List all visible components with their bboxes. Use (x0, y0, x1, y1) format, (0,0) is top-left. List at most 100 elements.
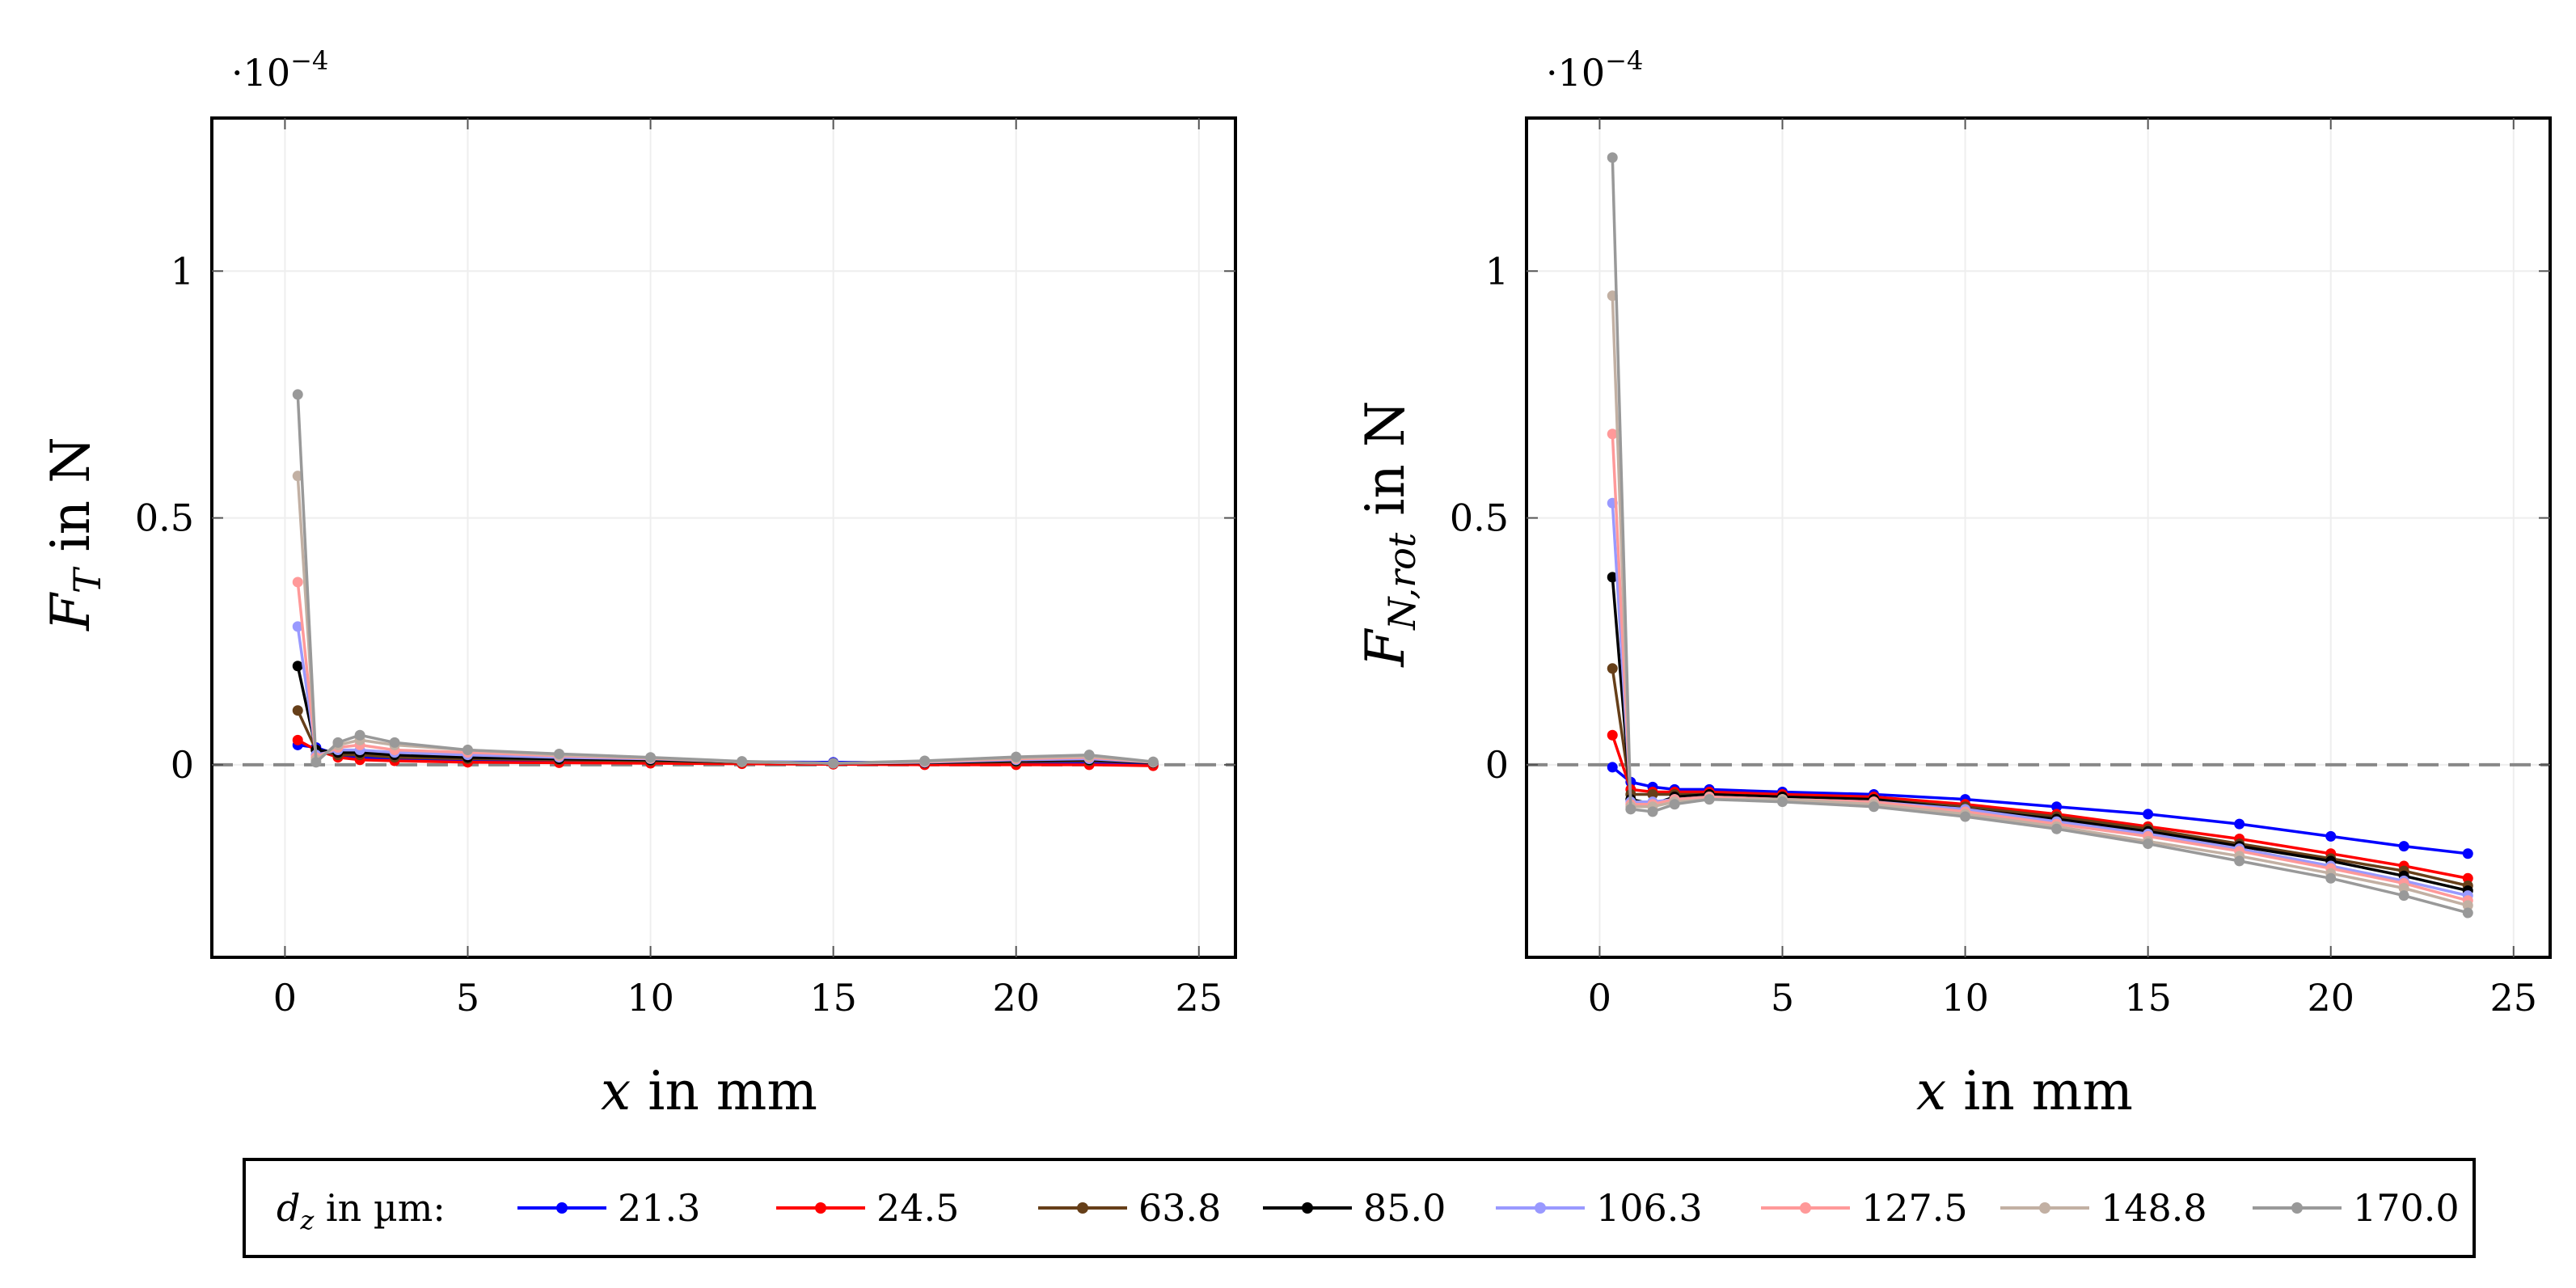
data-point-170.0 (1011, 751, 1022, 762)
x-tick-label: 20 (2307, 976, 2354, 1020)
data-point-170.0 (1147, 756, 1159, 767)
data-point-24.5 (292, 734, 303, 745)
legend-marker-24.5 (815, 1202, 826, 1214)
series-line-21.3 (1611, 766, 2468, 855)
chart-tangential-force: ·10−4 FT in N x in mm 0 5 10 15 20 25 0 0.5 1 (40, 45, 1237, 1122)
legend-marker-127.5 (1800, 1202, 1811, 1214)
legend-label-148.8: 148.8 (2101, 1186, 2207, 1230)
plot-frame (1525, 116, 2552, 959)
legend: dz in µm: 21.3 24.5 63.8 85.0 106.3 127.5 148.… (243, 1158, 2476, 1258)
data-point-24.5 (2462, 872, 2473, 884)
data-point-170.0 (292, 389, 303, 400)
data-point-170.0 (645, 752, 657, 763)
data-point-170.0 (2143, 838, 2154, 850)
data-point-170.0 (1669, 799, 1680, 810)
legend-label-24.5: 24.5 (876, 1186, 959, 1230)
y-tick-label: 0.5 (135, 496, 194, 540)
data-point-170.0 (332, 737, 344, 748)
series-line-63.8 (1611, 668, 2468, 888)
x-tick-label: 20 (992, 976, 1040, 1020)
series-line-148.8 (296, 475, 1154, 765)
series-line-106.3 (296, 626, 1154, 765)
data-point-170.0 (1960, 811, 1971, 822)
legend-label-170.0: 170.0 (2353, 1186, 2460, 1230)
legend-label-127.5: 127.5 (1861, 1186, 1968, 1230)
data-point-170.0 (554, 748, 565, 759)
data-point-21.3 (2462, 848, 2473, 859)
data-point-21.3 (2398, 841, 2409, 852)
y-tick-label: 0 (171, 743, 194, 787)
y-tick-label: 0 (1485, 743, 1509, 787)
data-point-170.0 (1869, 801, 1880, 813)
data-point-170.0 (2051, 823, 2063, 834)
legend-box (243, 1158, 2476, 1258)
data-point-170.0 (1704, 794, 1715, 805)
y-axis-title: FN,rot in N (1354, 400, 1424, 667)
series-line-127.5 (1611, 433, 2468, 902)
data-point-63.8 (1607, 663, 1618, 674)
y-axis-title: FT in N (40, 437, 109, 631)
legend-marker-148.8 (2039, 1202, 2050, 1214)
data-point-127.5 (292, 576, 303, 588)
x-tick-label: 0 (1588, 976, 1611, 1020)
data-point-21.3 (1607, 762, 1618, 773)
chart-normal-force-rot: ·10−4 FN,rot in N x in mm 0 5 10 15 20 25 0 0.5… (1354, 45, 2552, 1122)
y-tick-label: 1 (171, 249, 194, 293)
data-point-170.0 (310, 757, 322, 768)
data-point-170.0 (1777, 796, 1788, 808)
x-axis-title: x in mm (601, 1060, 817, 1122)
data-point-85.0 (292, 661, 303, 672)
data-point-170.0 (462, 745, 473, 756)
data-point-21.3 (2051, 801, 2063, 813)
y-tick-label: 1 (1485, 249, 1509, 293)
data-point-148.8 (2398, 883, 2409, 894)
data-point-170.0 (354, 729, 365, 741)
data-point-63.8 (1647, 789, 1658, 800)
data-point-170.0 (2325, 872, 2337, 884)
series-line-170.0 (296, 394, 1154, 766)
data-point-170.0 (828, 758, 839, 769)
legend-marker-85.0 (1302, 1202, 1313, 1214)
data-point-106.3 (292, 621, 303, 632)
series-line-85.0 (296, 665, 1154, 765)
data-point-170.0 (1625, 804, 1636, 815)
data-point-170.0 (2398, 890, 2409, 902)
data-point-85.0 (1607, 572, 1618, 583)
series-line-127.5 (296, 581, 1154, 765)
data-point-21.3 (2234, 818, 2245, 830)
data-point-170.0 (2234, 855, 2245, 867)
x-tick-label: 15 (809, 976, 857, 1020)
data-point-170.0 (2462, 907, 2473, 918)
data-point-21.3 (2325, 830, 2337, 842)
legend-label-106.3: 106.3 (1596, 1186, 1703, 1230)
y-tick-label: 0.5 (1450, 496, 1509, 540)
data-point-24.5 (1607, 729, 1618, 741)
legend-marker-21.3 (556, 1202, 568, 1214)
legend-label-63.8: 63.8 (1138, 1186, 1221, 1230)
data-point-21.3 (2143, 809, 2154, 820)
data-point-170.0 (919, 755, 931, 766)
x-tick-label: 15 (2124, 976, 2172, 1020)
x-axis-title: x in mm (1916, 1060, 2133, 1122)
x-tick-label: 25 (2490, 976, 2538, 1020)
data-point-170.0 (1647, 806, 1658, 817)
x-tick-label: 10 (1941, 976, 1989, 1020)
series-line-85.0 (1611, 576, 2468, 893)
legend-marker-63.8 (1077, 1202, 1088, 1214)
legend-marker-106.3 (1535, 1202, 1546, 1214)
data-point-63.8 (292, 705, 303, 716)
data-point-170.0 (737, 756, 748, 767)
x-tick-label: 10 (627, 976, 674, 1020)
legend-label-85.0: 85.0 (1363, 1186, 1446, 1230)
x-tick-label: 5 (1771, 976, 1794, 1020)
scale-label: ·10−4 (1546, 45, 1643, 95)
data-point-148.8 (2462, 900, 2473, 911)
scale-label: ·10−4 (231, 45, 328, 95)
legend-marker-170.0 (2291, 1202, 2303, 1214)
data-point-170.0 (389, 737, 400, 748)
data-point-127.5 (1607, 429, 1618, 440)
x-tick-label: 5 (456, 976, 479, 1020)
x-tick-label: 25 (1176, 976, 1223, 1020)
plot-frame (210, 116, 1237, 959)
